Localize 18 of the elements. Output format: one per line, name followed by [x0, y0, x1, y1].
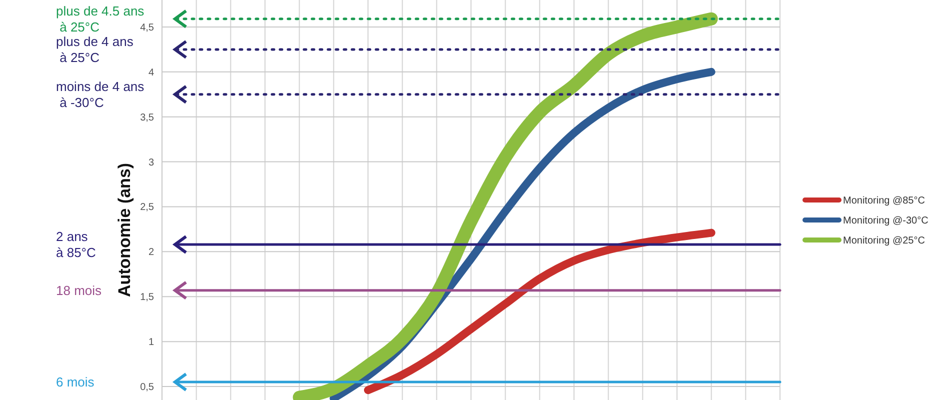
y-tick-label: 2	[148, 247, 154, 258]
y-tick-label: 2,5	[140, 202, 154, 214]
y-tick-label: 3	[148, 157, 154, 168]
ref-line-label: moins de 4 ans à -30°C	[56, 78, 145, 110]
y-tick-label: 1	[148, 337, 154, 348]
y-tick-label: 1,5	[140, 292, 154, 304]
y-axis-title: Autonomie (ans)	[115, 162, 134, 298]
y-tick-label: 4,5	[140, 22, 154, 34]
legend-label: Monitoring @25°C	[843, 236, 925, 246]
y-tick-label: 4	[148, 67, 154, 78]
y-tick-label: 3,5	[140, 112, 154, 124]
ref-line-label: plus de 4 ans à 25°C	[56, 34, 134, 65]
legend-label: Monitoring @85°C	[843, 196, 925, 206]
ref-line-label: 6 mois	[56, 374, 95, 390]
ref-line-label: 2 ans à 85°C	[56, 229, 96, 260]
legend-label: Monitoring @-30°C	[843, 216, 928, 226]
ref-line-label: 18 mois	[56, 282, 102, 298]
y-tick-label: 0,5	[140, 382, 154, 394]
